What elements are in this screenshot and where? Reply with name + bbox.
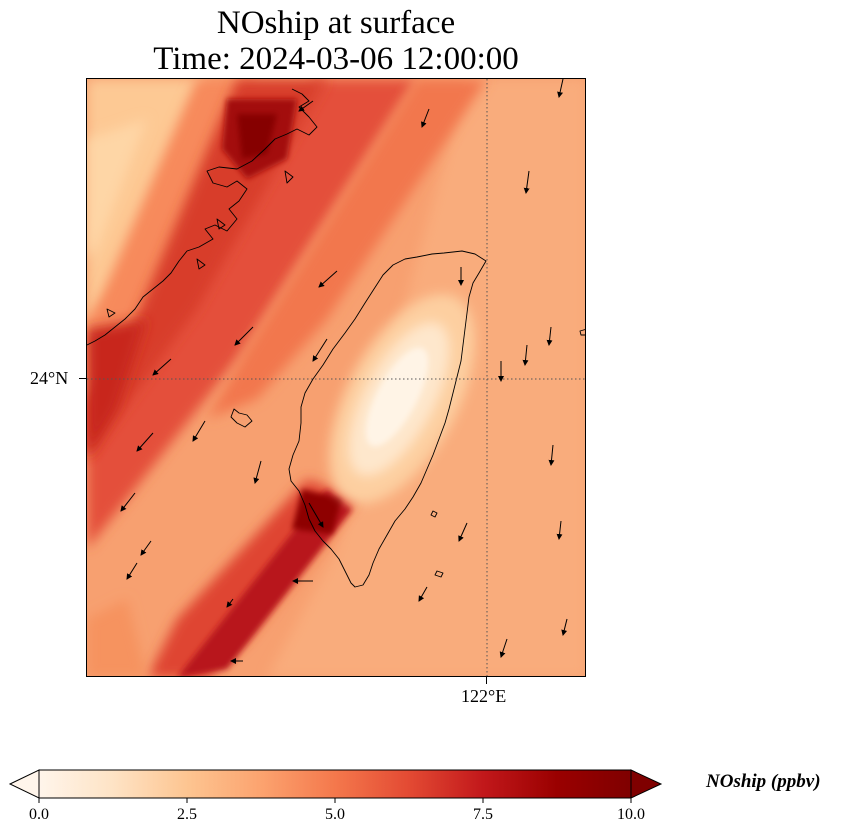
field-shiplane-core	[87, 79, 327, 459]
field-hotspot-north-core	[237, 114, 277, 159]
wind-vector	[556, 520, 563, 540]
wind-vector	[298, 100, 314, 112]
colorbar-tick-label: 7.5	[473, 806, 493, 823]
wind-vector	[126, 562, 138, 580]
wind-vector	[458, 522, 468, 542]
coastline-mainland	[87, 88, 318, 346]
lon-tick-mark	[486, 677, 487, 684]
map-title-line1: NOship at surface	[216, 5, 456, 41]
coastlines	[87, 88, 585, 588]
lat-tick-label: 24°N	[30, 368, 69, 388]
field-west-lightest	[87, 119, 147, 259]
wind-vector	[557, 79, 564, 98]
field-shiplane-south-core	[178, 489, 352, 676]
coastline-east-island	[579, 329, 585, 336]
coastline-taiwan	[288, 250, 487, 588]
map-title-line2: Time: 2024-03-06 12:00:00	[153, 41, 519, 77]
colorbar-tick-label: 0.0	[29, 806, 49, 823]
wind-vector	[120, 492, 136, 512]
colorbar-tick-label: 5.0	[325, 806, 345, 823]
wind-vector	[140, 540, 152, 556]
wind-vectors	[120, 79, 568, 664]
coastline-mainland-islands	[106, 170, 294, 318]
wind-vector	[308, 502, 324, 528]
colorbar-extend-max	[630, 769, 663, 799]
field-mid-band	[207, 79, 487, 419]
field-shiplane-west-edge	[87, 319, 147, 459]
wind-vector	[499, 638, 508, 658]
wind-vector	[418, 586, 428, 602]
wind-vector	[253, 460, 262, 484]
coastline-small-island-1	[430, 510, 438, 518]
lon-tick-label: 122°E	[461, 686, 507, 706]
wind-vector	[523, 170, 530, 194]
wind-vector	[421, 108, 430, 128]
wind-vector	[318, 270, 338, 288]
colorbar-gradient	[38, 769, 632, 799]
coastline-penghu	[230, 408, 253, 428]
field-hotspot-south	[292, 489, 342, 534]
colorbar-ticks	[38, 798, 632, 803]
wind-vector	[226, 598, 234, 608]
wind-vector	[561, 618, 568, 636]
field-shiplane-main	[87, 79, 417, 549]
wind-vector	[522, 344, 529, 366]
wind-vector	[234, 326, 254, 346]
wind-vector	[136, 432, 154, 452]
wind-vector	[548, 444, 555, 466]
concentration-field-map	[87, 79, 585, 676]
field-southwest-light	[87, 599, 147, 676]
colorbar-tick-label: 2.5	[177, 806, 197, 823]
colorbar-label: NOship (ppbv)	[706, 771, 821, 792]
wind-vector	[152, 358, 172, 376]
wind-vector	[312, 338, 328, 362]
field-island-lightest	[365, 347, 429, 447]
colorbar-extend-min	[8, 769, 40, 799]
colorbar	[8, 769, 663, 803]
coastline-small-island-2	[434, 570, 444, 578]
wind-vector	[546, 326, 553, 346]
wind-vector	[192, 420, 206, 442]
lat-tick-mark	[79, 378, 86, 379]
colorbar-tick-label: 10.0	[617, 806, 645, 823]
map-panel	[86, 78, 586, 677]
